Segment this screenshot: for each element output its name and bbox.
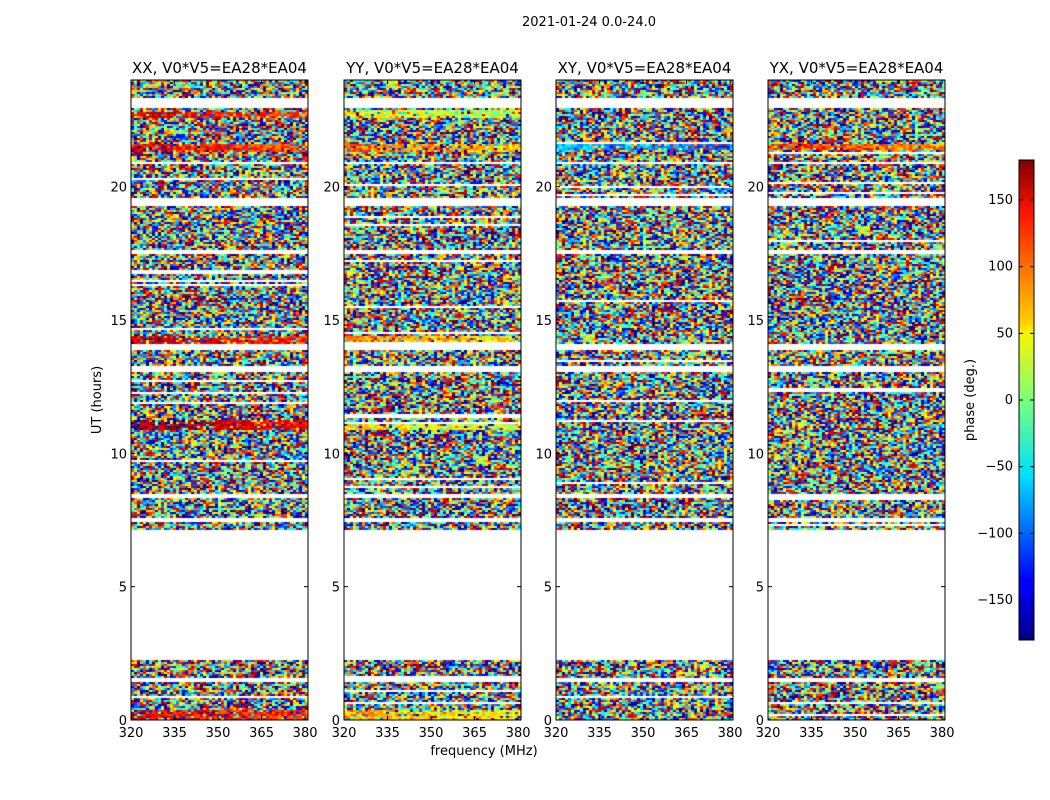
colorbar-tick-label: 100 <box>988 260 1013 275</box>
y-tick-label: 15 <box>535 314 552 329</box>
y-tick-label: 20 <box>110 181 127 196</box>
panel-frame <box>130 79 309 721</box>
x-tick-label: 350 <box>206 726 231 741</box>
x-tick-label: 350 <box>843 726 868 741</box>
x-tick-label: 335 <box>799 726 824 741</box>
colorbar-tick-label: 0 <box>1005 393 1013 408</box>
panel-xx: XX, V0*V5=EA28*EA04 320 335 350 365 380 0 5 10 15… <box>110 59 317 741</box>
panel-xy: XY, V0*V5=EA28*EA04 320 335 350 365 380 0 5 10 15… <box>535 59 742 741</box>
x-tick-label: 365 <box>249 726 274 741</box>
x-tick-label: 380 <box>293 726 318 741</box>
colorbar-tick-label: 50 <box>996 326 1013 341</box>
x-axis-label: frequency (MHz) <box>430 744 537 759</box>
x-tick-label: 320 <box>332 726 357 741</box>
y-tick-label: 5 <box>756 581 764 596</box>
colorbar: −150 −100 −50 0 50 100 150 phase (deg.) <box>963 159 1035 641</box>
heatmap-image <box>556 80 733 720</box>
y-tick-label: 10 <box>323 447 340 462</box>
x-tick-label: 335 <box>587 726 612 741</box>
y-tick-label: 0 <box>119 714 127 729</box>
colorbar-label: phase (deg.) <box>963 359 978 441</box>
x-tick-label: 335 <box>162 726 187 741</box>
panels: XX, V0*V5=EA28*EA04 320 335 350 365 380 0 5 10 15… <box>110 59 954 741</box>
x-tick-label: 350 <box>419 726 444 741</box>
panel-title: YX, V0*V5=EA28*EA04 <box>769 59 944 77</box>
y-tick-label: 10 <box>110 447 127 462</box>
panel-yy: YY, V0*V5=EA28*EA04 320 335 350 365 380 0 5 10 15… <box>323 59 530 741</box>
panel-title: YY, V0*V5=EA28*EA04 <box>345 59 519 77</box>
y-tick-label: 10 <box>747 447 764 462</box>
x-tick-label: 380 <box>930 726 955 741</box>
y-tick-label: 5 <box>544 581 552 596</box>
panel-frame <box>343 79 522 721</box>
panel-title: XY, V0*V5=EA28*EA04 <box>558 59 732 77</box>
y-tick-label: 0 <box>332 714 340 729</box>
panel-yx: YX, V0*V5=EA28*EA04 320 335 350 365 380 0 5 10 15… <box>747 59 954 741</box>
colorbar-tick-label: −150 <box>977 593 1013 608</box>
y-tick-label: 20 <box>747 181 764 196</box>
panel-frame <box>767 79 946 721</box>
heatmap-image <box>768 80 945 720</box>
y-tick-label: 0 <box>756 714 764 729</box>
panel-title: XX, V0*V5=EA28*EA04 <box>132 59 307 77</box>
x-tick-label: 380 <box>718 726 743 741</box>
x-tick-label: 380 <box>506 726 531 741</box>
y-axis-label: UT (hours) <box>90 366 105 434</box>
y-tick-label: 15 <box>747 314 764 329</box>
x-tick-label: 320 <box>544 726 569 741</box>
x-tick-label: 365 <box>462 726 487 741</box>
heatmap-image <box>131 80 308 720</box>
figure-title: 2021-01-24 0.0-24.0 <box>522 15 656 30</box>
panel-frame <box>555 79 734 721</box>
x-tick-label: 350 <box>631 726 656 741</box>
colorbar-tick-label: 150 <box>988 193 1013 208</box>
colorbar-tick-label: −100 <box>977 526 1013 541</box>
y-tick-label: 5 <box>119 581 127 596</box>
y-tick-label: 20 <box>323 181 340 196</box>
heatmap-image <box>344 80 521 720</box>
y-tick-label: 20 <box>535 181 552 196</box>
y-tick-label: 10 <box>535 447 552 462</box>
x-tick-label: 320 <box>756 726 781 741</box>
x-tick-label: 335 <box>375 726 400 741</box>
x-tick-label: 320 <box>119 726 144 741</box>
x-tick-label: 365 <box>886 726 911 741</box>
x-tick-label: 365 <box>674 726 699 741</box>
colorbar-ticks: −150 −100 −50 0 50 100 150 <box>977 193 1034 608</box>
y-tick-label: 15 <box>323 314 340 329</box>
y-tick-label: 5 <box>332 581 340 596</box>
y-tick-label: 0 <box>544 714 552 729</box>
y-tick-label: 15 <box>110 314 127 329</box>
colorbar-tick-label: −50 <box>986 460 1013 475</box>
